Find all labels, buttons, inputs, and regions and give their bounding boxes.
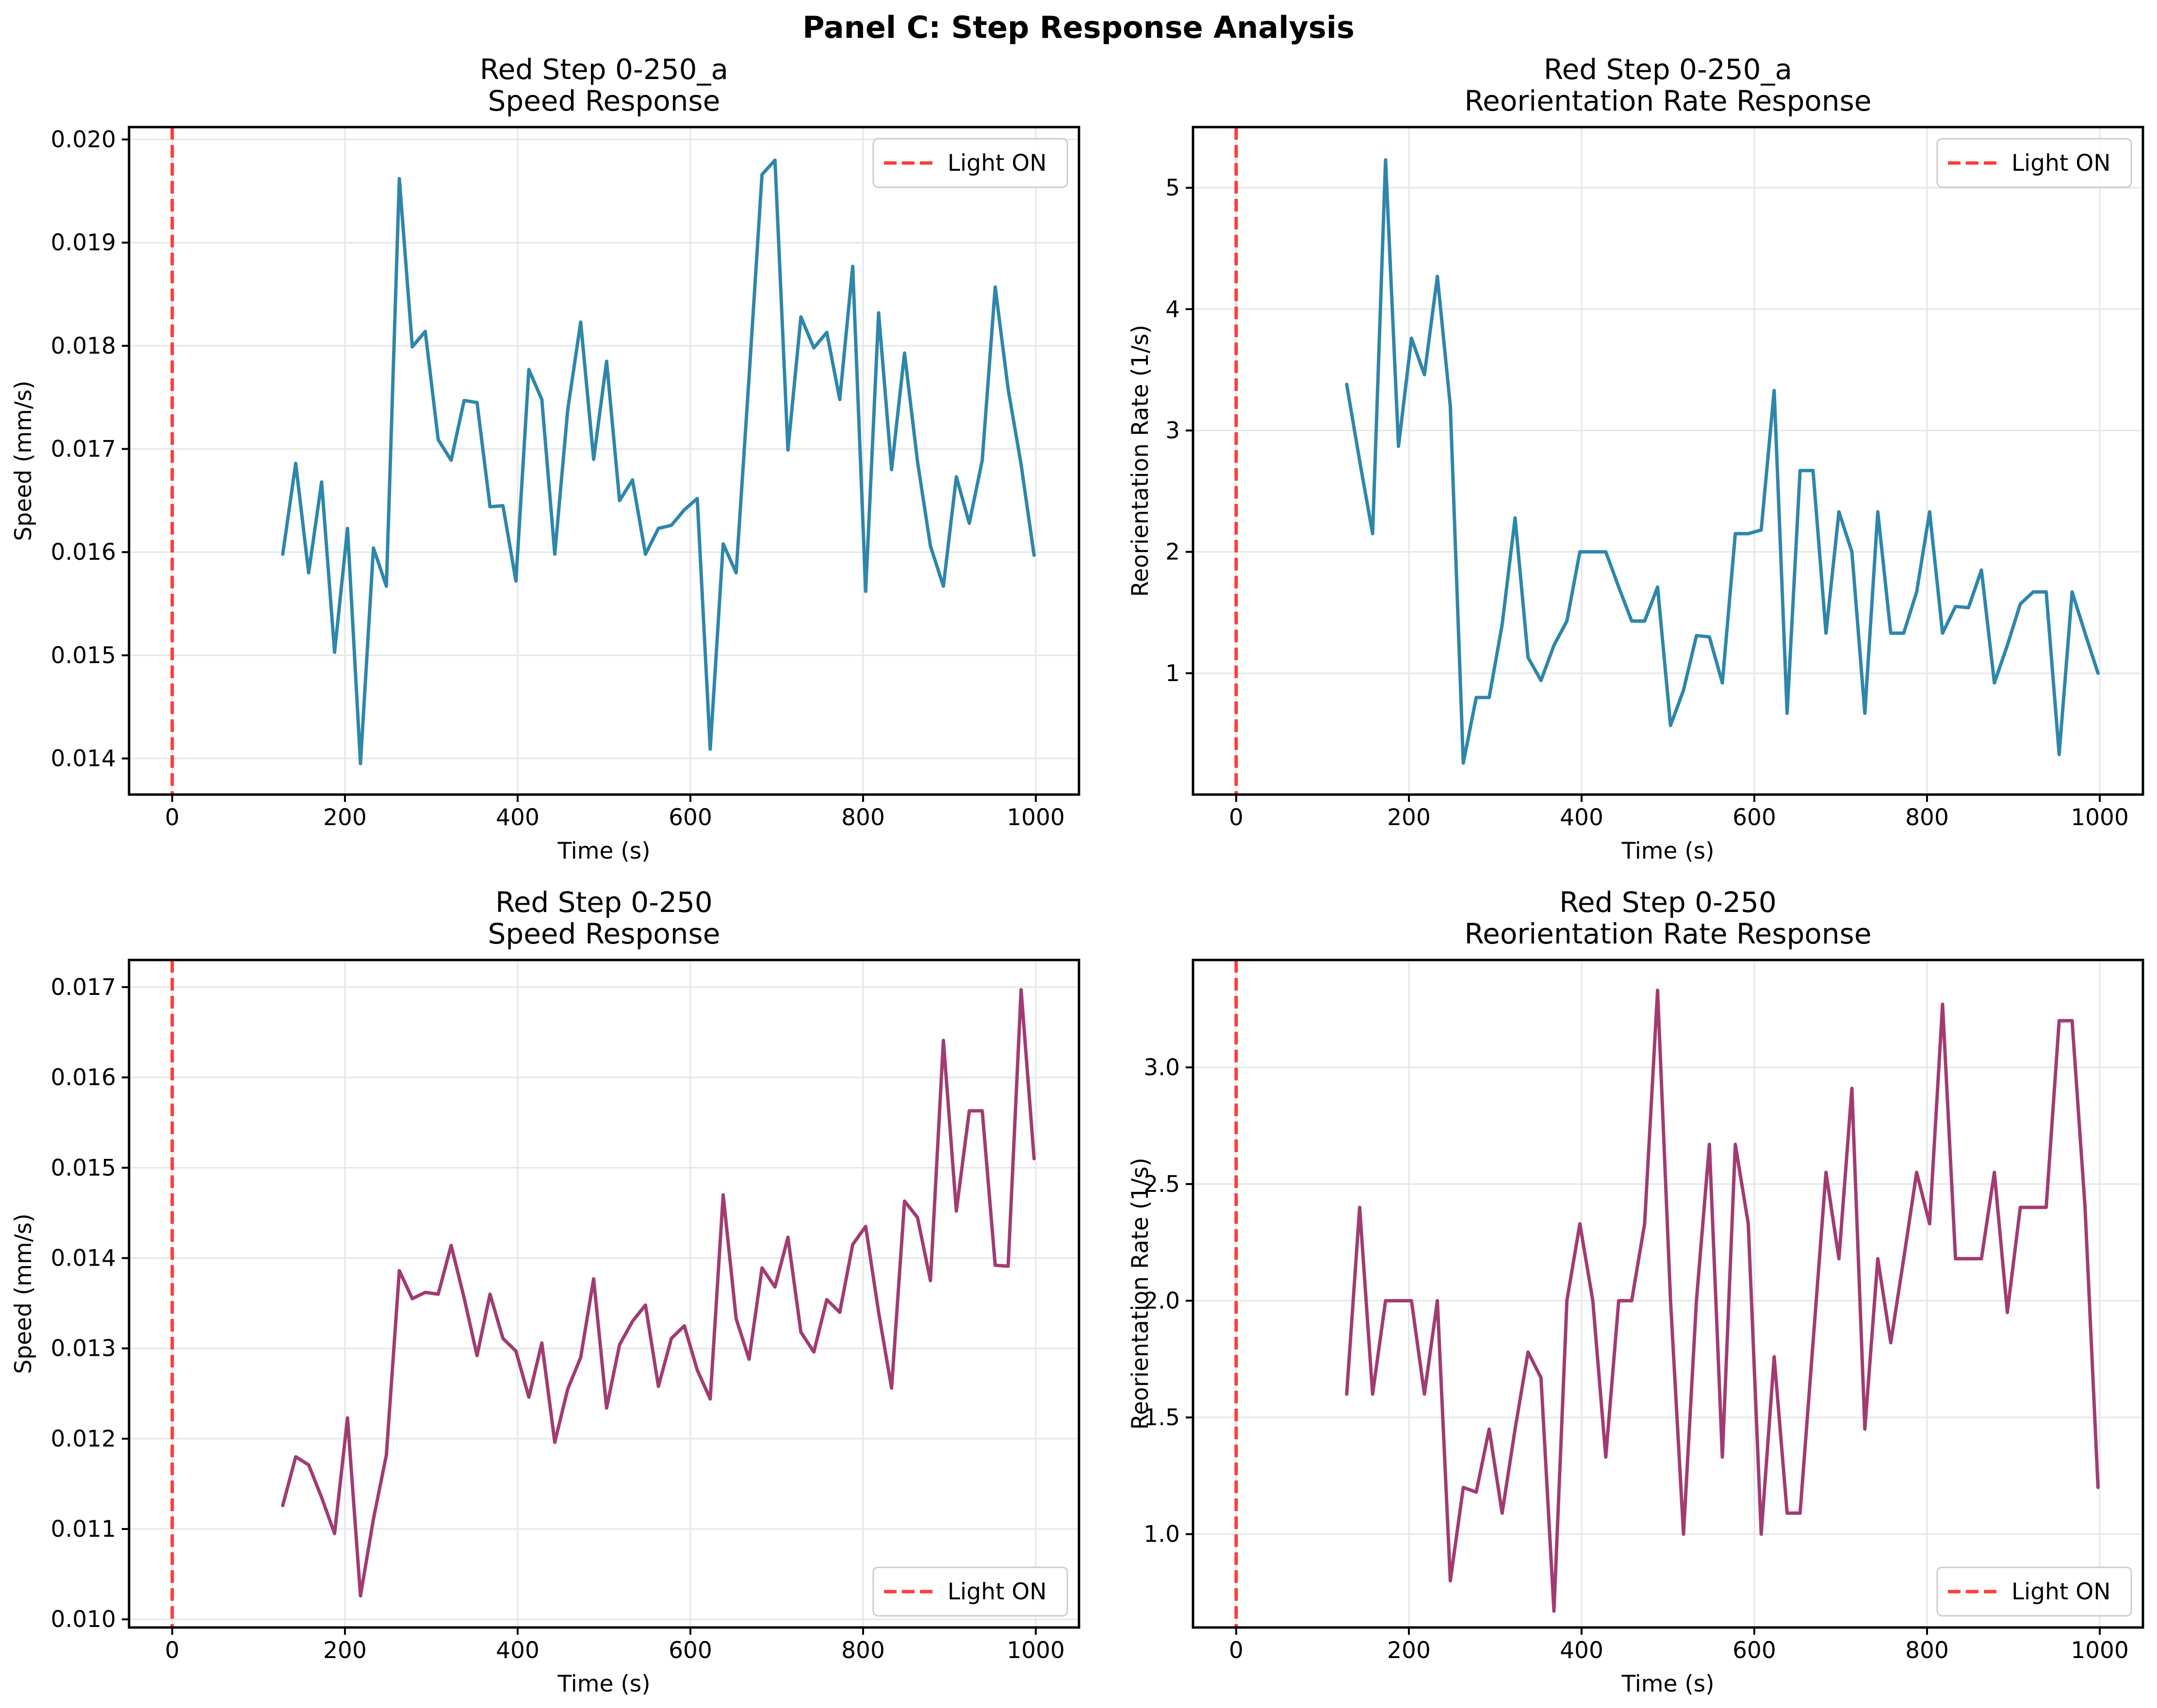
series-line [281, 158, 1036, 765]
legend-box [1936, 138, 2132, 188]
y-tick-label: 0.017 [50, 974, 116, 1001]
plot-frame [1192, 126, 2144, 796]
y-tick-label: 0.010 [50, 1606, 116, 1633]
subplot-3: 0 200 400 600 800 1000 0.010 0.011 0.012 0.013 0.0… [10, 886, 1080, 1697]
subplot-title-line1: Red Step 0-250 [495, 886, 713, 919]
y-tick-label: 0.015 [50, 1155, 116, 1181]
y-tick-label: 0.013 [50, 1335, 116, 1362]
y-tick-label: 3.0 [1144, 1054, 1180, 1081]
y-axis-label: Reorientation Rate (1/s) [1127, 325, 1154, 597]
legend: Light ON [1936, 138, 2132, 188]
plot-frame [128, 126, 1080, 796]
subplot-title-line1: Red Step 0-250_a [1544, 53, 1792, 86]
x-tick-label: 400 [496, 804, 539, 831]
y-tick-label: 5 [1165, 175, 1180, 201]
x-tick-label: 600 [669, 1637, 712, 1664]
x-tick-label: 400 [496, 1637, 539, 1664]
y-axis-label: Reorientation Rate (1/s) [1127, 1157, 1154, 1430]
plot-frame [1192, 959, 2144, 1629]
x-tick-label: 400 [1560, 804, 1603, 831]
x-tick-label: 200 [323, 804, 367, 831]
legend-label: Light ON [948, 150, 1046, 177]
x-tick-label: 1000 [2071, 1637, 2129, 1664]
legend-box [872, 1566, 1068, 1617]
x-tick-label: 1000 [1007, 1637, 1065, 1664]
x-tick-label: 800 [841, 804, 885, 831]
y-tick-label: 2 [1165, 539, 1180, 566]
y-axis-label: Speed (mm/s) [10, 381, 37, 541]
x-axis-label: Time (s) [1621, 1671, 1714, 1697]
x-tick-label: 200 [1387, 804, 1431, 831]
y-tick-label: 2.0 [1144, 1287, 1180, 1314]
x-tick-label: 0 [165, 804, 180, 831]
x-tick-label: 1000 [2071, 804, 2129, 831]
x-tick-label: 1000 [1007, 804, 1065, 831]
y-tick-label: 0.015 [50, 642, 116, 669]
subplot-title-line2: Reorientation Rate Response [1464, 917, 1871, 950]
x-tick-label: 600 [669, 804, 712, 831]
y-tick-label: 3 [1165, 417, 1180, 444]
subplot-title-line2: Reorientation Rate Response [1464, 84, 1871, 117]
series-line [1345, 989, 2100, 1613]
figure-title: Panel C: Step Response Analysis [802, 10, 1355, 45]
x-tick-label: 200 [1387, 1637, 1431, 1664]
legend: Light ON [872, 1566, 1068, 1617]
x-axis-label: Time (s) [557, 1671, 650, 1697]
legend-box [1936, 1566, 2132, 1617]
x-tick-label: 0 [1229, 1637, 1243, 1664]
plot-frame [128, 959, 1080, 1629]
x-tick-label: 0 [165, 1637, 180, 1664]
x-tick-label: 800 [1905, 804, 1949, 831]
y-tick-label: 0.016 [50, 1064, 116, 1091]
series-line [1345, 158, 2100, 765]
subplot-title-line1: Red Step 0-250 [1559, 886, 1777, 919]
subplot-title-line1: Red Step 0-250_a [480, 53, 728, 86]
legend: Light ON [872, 138, 1068, 188]
subplot-1: 0 200 400 600 800 1000 0.014 0.015 0.016 0.017 0.0… [10, 53, 1080, 864]
subplot-title-line2: Speed Response [488, 84, 720, 117]
x-axis-label: Time (s) [557, 838, 650, 864]
y-tick-label: 4 [1165, 296, 1180, 323]
y-tick-label: 0.011 [50, 1516, 116, 1543]
y-tick-label: 0.014 [50, 746, 116, 772]
y-tick-label: 1 [1165, 660, 1180, 687]
y-tick-label: 0.019 [50, 229, 116, 256]
subplot-4: 0 200 400 600 800 1000 1.0 1.5 2.0 2.5 3.0 Red Step… [1127, 886, 2144, 1697]
y-tick-label: 0.018 [50, 333, 116, 359]
x-tick-label: 0 [1229, 804, 1243, 831]
x-tick-label: 600 [1732, 1637, 1776, 1664]
x-tick-label: 600 [1732, 804, 1776, 831]
y-tick-label: 1.0 [1144, 1521, 1180, 1548]
y-tick-label: 0.014 [50, 1245, 116, 1271]
y-tick-label: 0.012 [50, 1426, 116, 1452]
legend-label: Light ON [948, 1578, 1046, 1605]
legend: Light ON [1936, 1566, 2132, 1617]
legend-box [872, 138, 1068, 188]
legend-label: Light ON [2011, 150, 2110, 177]
x-tick-label: 400 [1560, 1637, 1603, 1664]
y-tick-label: 0.020 [50, 127, 116, 153]
series-line [281, 988, 1036, 1598]
x-axis-label: Time (s) [1621, 838, 1714, 864]
x-tick-label: 800 [1905, 1637, 1949, 1664]
y-axis-label: Speed (mm/s) [10, 1214, 37, 1374]
y-tick-label: 1.5 [1144, 1404, 1180, 1431]
x-tick-label: 800 [841, 1637, 885, 1664]
subplot-title-line2: Speed Response [488, 917, 720, 950]
legend-label: Light ON [2011, 1578, 2110, 1605]
x-tick-label: 200 [323, 1637, 367, 1664]
y-tick-label: 0.016 [50, 539, 116, 566]
subplots: 0 200 400 600 800 10000.0140.0150.0160.0170.0… [10, 53, 2144, 1697]
y-tick-label: 2.5 [1144, 1171, 1180, 1198]
y-tick-label: 0.017 [50, 436, 116, 463]
